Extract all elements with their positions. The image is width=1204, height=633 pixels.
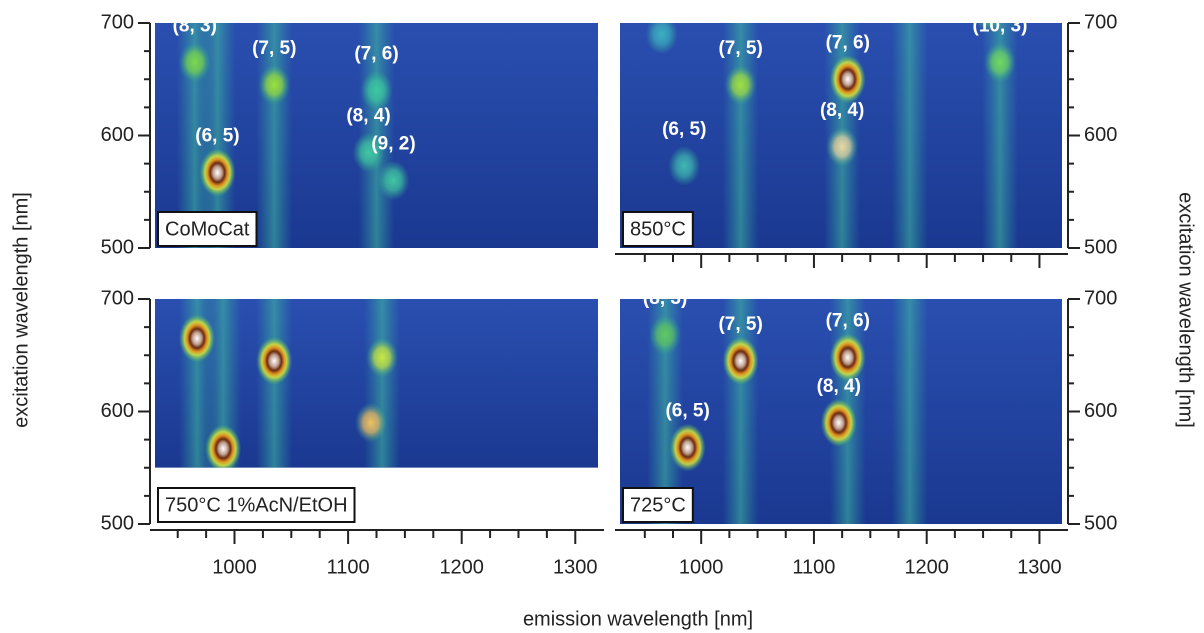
peak (829, 55, 866, 104)
peak (352, 132, 385, 173)
x-tick-label: 1300 (553, 556, 598, 578)
y2-axis-title: excitation wavelength [nm] (1175, 192, 1197, 428)
peak (722, 336, 759, 385)
x-tick-label: 1000 (679, 556, 724, 578)
peak-label: (7, 5) (718, 38, 762, 59)
panel-title-box (622, 211, 694, 247)
peak-label: (7, 5) (718, 314, 762, 335)
peak (178, 42, 211, 83)
peak-label: (7, 6) (354, 44, 398, 65)
y-tick-label: 700 (101, 287, 134, 309)
peak-label: (7, 5) (252, 38, 296, 59)
x-axis-title: emission wavelength [nm] (523, 608, 753, 630)
emission-column (722, 299, 759, 524)
heatmap (155, 299, 598, 468)
peak-label: (8, 4) (817, 376, 861, 397)
peak (199, 148, 236, 197)
heatmap (620, 23, 1062, 248)
y-tick-label: 600 (1084, 400, 1117, 422)
emission-column (891, 23, 928, 248)
peak-label: (7, 6) (826, 311, 870, 332)
peak (668, 145, 701, 186)
peak (669, 423, 706, 472)
peak-label: (6, 5) (662, 119, 706, 140)
panel-title-box (622, 487, 694, 523)
peak (645, 23, 678, 55)
heatmap (155, 23, 598, 248)
peak (205, 424, 242, 468)
peak (724, 64, 757, 105)
y-axis-title: excitation wavelength [nm] (10, 192, 32, 428)
heatmap (620, 299, 1062, 524)
peak (649, 315, 682, 355)
peak (179, 314, 216, 363)
peak-label: (7, 6) (826, 32, 870, 53)
x-tick-label: 1200 (439, 556, 484, 578)
emission-column (891, 299, 928, 524)
y-tick-label: 600 (1084, 124, 1117, 146)
panel-title-box (157, 211, 258, 247)
peak-label: (6, 5) (195, 126, 239, 147)
peak (354, 402, 387, 443)
y-tick-label: 500 (1084, 236, 1117, 258)
x-tick-label: 1200 (904, 556, 949, 578)
x-tick-label: 1100 (792, 556, 835, 578)
panel-title-box (157, 487, 356, 523)
y-tick-label: 500 (101, 236, 134, 258)
emission-column (722, 23, 759, 248)
y-tick-label: 600 (101, 124, 134, 146)
peak-label: (8, 3) (173, 15, 217, 36)
peak (826, 126, 859, 167)
y-tick-label: 700 (101, 11, 134, 33)
peak (258, 64, 291, 105)
peak (829, 333, 866, 382)
x-tick-label: 1300 (1017, 556, 1062, 578)
peak (256, 336, 293, 385)
peak-label: (8, 4) (346, 105, 390, 126)
peak-label: (6, 5) (665, 401, 709, 422)
peak (366, 337, 399, 378)
y-tick-label: 600 (101, 400, 134, 422)
peak-label: (8, 3) (640, 0, 684, 8)
x-tick-label: 1000 (212, 556, 257, 578)
peak-label: (9, 2) (371, 134, 415, 155)
peak (360, 70, 393, 111)
panel-title: 725°C (630, 494, 686, 516)
peak (983, 42, 1016, 83)
x-tick-label: 1100 (327, 556, 370, 578)
panel-title: 850°C (630, 218, 686, 240)
panel-title: CoMoCat (165, 218, 250, 240)
peak (975, 23, 1002, 32)
y-tick-label: 500 (1084, 512, 1117, 534)
y-tick-label: 700 (1084, 287, 1117, 309)
peak (820, 398, 857, 447)
y-tick-label: 700 (1084, 11, 1117, 33)
peak-label: (8, 3) (643, 288, 687, 309)
peak-label: (10, 3) (973, 15, 1028, 36)
peak (377, 160, 410, 201)
y-tick-label: 500 (101, 512, 134, 534)
emission-column (256, 23, 293, 248)
panel-title: 750°C 1%AcN/EtOH (165, 494, 348, 516)
peak-label: (8, 4) (820, 100, 864, 121)
